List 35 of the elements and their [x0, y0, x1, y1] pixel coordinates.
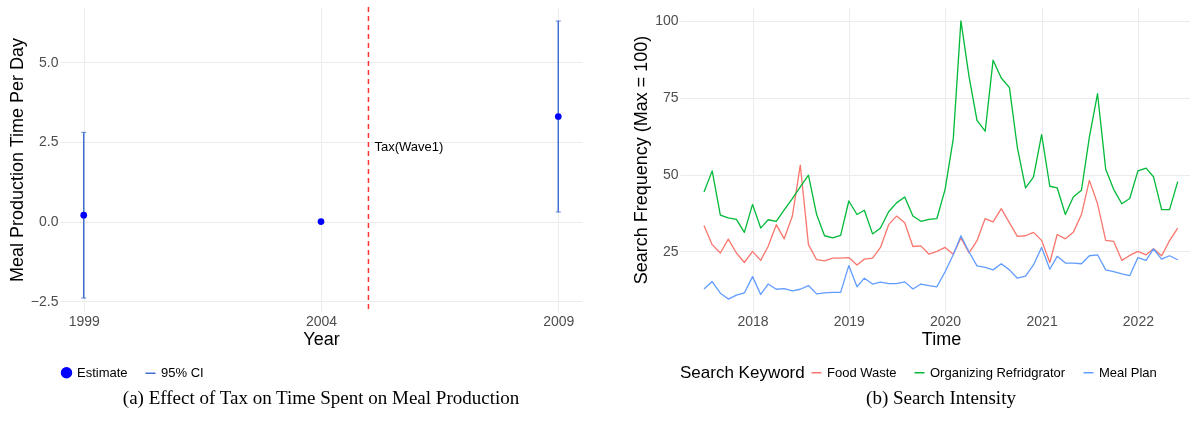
legend-label: Meal Plan	[1099, 364, 1157, 380]
x-tick-label: 2004	[305, 312, 338, 329]
point	[554, 113, 562, 120]
x-tick-label: 2019	[833, 312, 866, 329]
y-axis-title: Search Frequency (Max = 100)	[631, 35, 652, 285]
y-tick-label: 25	[662, 242, 679, 259]
y-tick-label: 75	[662, 89, 679, 106]
y-tick-label: 5.0	[39, 53, 59, 70]
line-series	[703, 235, 1179, 300]
x-tick-label: 2018	[737, 312, 769, 329]
text: (b) Search Intensity	[866, 387, 1017, 409]
y-tick-label: 100	[655, 12, 679, 29]
point	[317, 218, 325, 225]
x-tick-label: 1999	[68, 312, 101, 329]
line-series	[703, 20, 1179, 239]
x-tick-label: 2020	[930, 312, 962, 329]
y-tick-label: 2.5	[39, 133, 59, 150]
point	[80, 211, 88, 219]
legend-label: Estimate	[77, 364, 128, 380]
legend-label: Food Waste	[827, 364, 897, 380]
y-tick-label: 0.0	[39, 213, 59, 230]
y-axis-title: Meal Production Time Per Day	[6, 37, 27, 283]
text: 95% CI	[161, 365, 204, 381]
line-series	[703, 164, 1179, 266]
text: (a) Effect of Tax on Time Spent on Meal Production	[122, 387, 520, 409]
x-tick-label: 2009	[543, 312, 575, 329]
legend-label: Organizing Refridgrator	[930, 364, 1066, 380]
y-tick-label: 50	[662, 166, 679, 183]
x-axis-title: Year	[303, 328, 340, 349]
x-tick-label: 2021	[1026, 312, 1058, 329]
y-tick-label: −2.5	[30, 292, 59, 309]
x-axis-title: Time	[921, 328, 962, 349]
ref-line-label: Tax(Wave1)	[374, 139, 444, 154]
x-tick-label: 2022	[1122, 312, 1155, 329]
legend-title: Search Keyword	[680, 363, 805, 382]
